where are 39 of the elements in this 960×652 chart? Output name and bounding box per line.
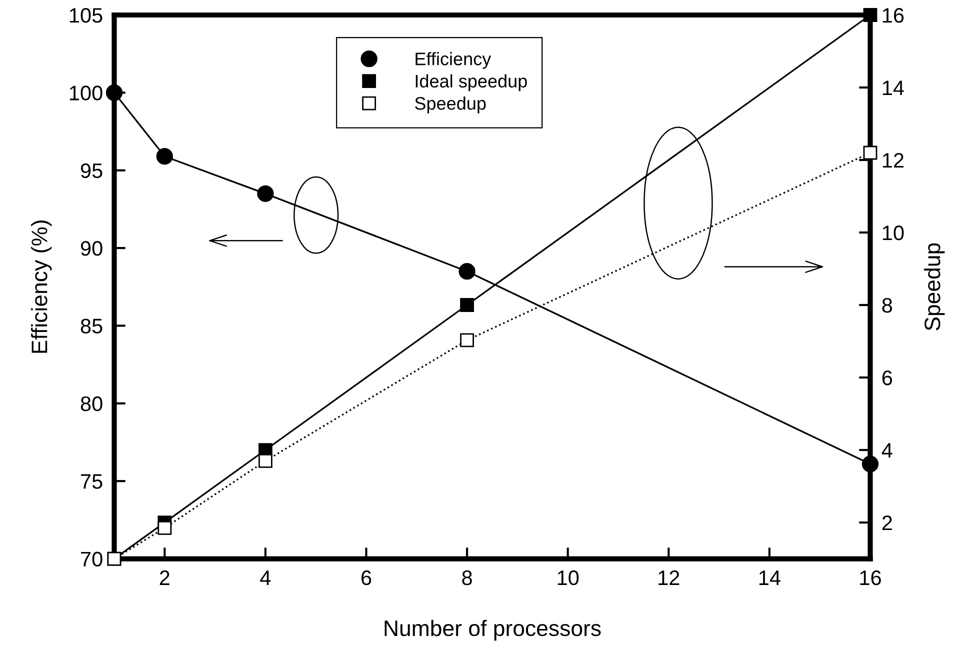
y-tick-label: 75	[81, 474, 102, 489]
y2-tick-label: 4	[882, 443, 892, 458]
x-tick-label: 4	[260, 570, 271, 585]
x-tick-label: 12	[658, 570, 680, 585]
x-axis-title: Number of processors	[384, 620, 601, 641]
y-tick-label: 100	[70, 86, 102, 100]
y2-tick-label: 12	[882, 153, 904, 168]
x-tick-label: 6	[362, 570, 372, 586]
legend-label: Ideal speedup	[416, 74, 527, 92]
y2-tick-label: 8	[882, 298, 892, 313]
point	[460, 333, 474, 348]
point	[863, 8, 878, 22]
y-tick-label: 90	[80, 241, 102, 256]
y2-axis-title: Speedup	[924, 243, 945, 330]
y-tick-label: 95	[80, 163, 102, 178]
y2-tick-label: 16	[882, 8, 904, 23]
point	[158, 521, 172, 535]
point	[257, 185, 274, 202]
y2-tick-label: 6	[882, 370, 892, 386]
y2-tick-label: 10	[882, 226, 904, 240]
legend-label: Efficiency	[416, 52, 492, 69]
x-tick-label: 2	[160, 570, 170, 585]
y-axis-title: Efficiency (%)	[30, 220, 52, 353]
x-tick-label: 10	[558, 570, 579, 586]
legend-label: Speedup	[415, 96, 486, 114]
y2-tick-label: 14	[882, 80, 904, 96]
y-tick-label: 85	[80, 318, 102, 334]
x-tick-label: 8	[462, 570, 472, 586]
y-tick-label: 105	[70, 8, 102, 23]
y-tick-label: 70	[81, 552, 102, 567]
y-tick-label: 80	[80, 396, 102, 412]
y2-tick-label: 2	[882, 516, 892, 530]
point	[258, 454, 272, 468]
point	[458, 263, 476, 280]
point	[863, 146, 878, 160]
x-tick-label: 14	[759, 570, 780, 585]
point	[460, 298, 474, 312]
x-tick-label: 16	[860, 570, 881, 586]
point	[156, 148, 173, 165]
